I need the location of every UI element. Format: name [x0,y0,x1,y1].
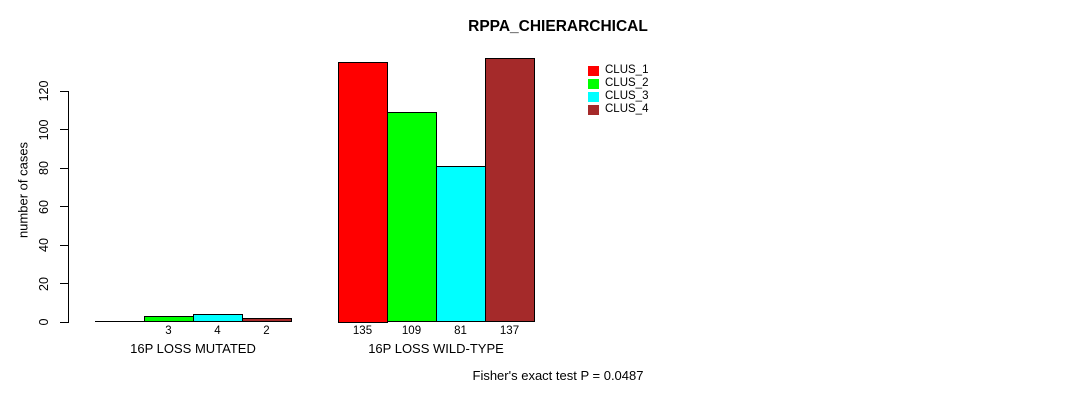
bar-value-label: 81 [454,325,467,337]
bar [144,315,194,323]
y-tick-label: 100 [37,119,51,140]
legend-label: CLUS_4 [605,103,649,115]
y-axis-tick [60,321,68,323]
legend-item: CLUS_2 [588,77,648,90]
y-axis-tick [60,90,68,92]
x-category-label: 16P LOSS WILD-TYPE [368,341,504,356]
bar [436,165,486,323]
legend-swatch [588,65,599,76]
x-category-label: 16P LOSS MUTATED [130,341,256,356]
y-tick-label: 0 [37,318,51,326]
bar [338,61,388,323]
bar [387,111,437,323]
legend-item: CLUS_4 [588,103,648,116]
bar-value-label: 109 [401,325,422,337]
y-tick-label: 20 [37,276,51,291]
bar-value-label: 4 [214,325,221,337]
y-tick-label: 40 [37,238,51,252]
y-tick-label: 60 [37,199,51,214]
y-axis-tick [60,206,68,207]
bar-value-label: 2 [263,325,270,337]
y-axis-tick [60,283,68,284]
legend-swatch [588,78,599,89]
bar [95,321,145,322]
legend-label: CLUS_3 [605,90,649,102]
legend-item: CLUS_3 [588,90,648,103]
y-axis-title: number of cases [15,141,31,239]
legend: CLUS_1 CLUS_2 CLUS_3 CLUS_4 [588,64,648,116]
y-tick-label: 80 [37,161,51,175]
legend-swatch [588,91,599,102]
legend-swatch [588,104,599,115]
y-axis-tick [60,129,68,130]
bar [242,317,292,323]
bar [193,313,243,323]
y-tick-label: 120 [37,80,51,102]
legend-label: CLUS_1 [605,64,649,76]
annotation-text: Fisher's exact test P = 0.0487 [472,368,644,383]
chart-title: RPPA_CHIERARCHICAL [468,18,648,35]
bar-value-label: 137 [499,325,520,337]
y-axis-line [68,90,69,323]
bar-value-label: 3 [165,325,172,337]
legend-item: CLUS_1 [588,64,648,77]
legend-label: CLUS_2 [605,77,649,89]
bar [485,57,535,323]
y-axis-tick [60,167,68,169]
bar-value-label: 135 [352,325,373,337]
y-axis-tick [60,244,68,246]
